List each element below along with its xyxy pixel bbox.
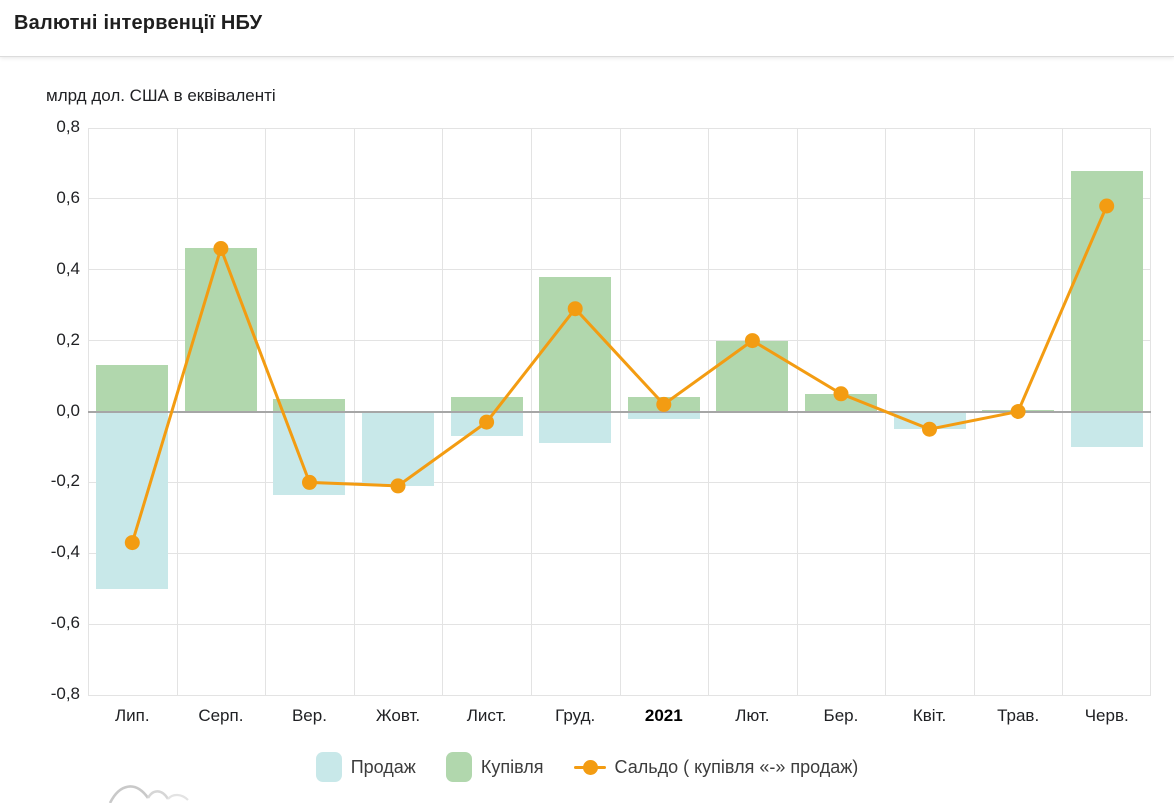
x-tick-label: Вер. [291, 706, 327, 725]
y-tick-label: -0,2 [50, 471, 80, 491]
y-tick-label: -0,4 [50, 542, 80, 562]
legend-label: Купівля [480, 756, 544, 777]
y-tick-label: 0,6 [56, 187, 80, 207]
x-tick-label: Черв. [1084, 706, 1129, 725]
legend-item-sale[interactable]: Продаж [315, 752, 416, 782]
bar-purchase[interactable] [716, 340, 789, 412]
h-gridline [88, 269, 1151, 271]
saldo-point[interactable] [479, 414, 495, 430]
bar-sale[interactable] [96, 411, 169, 589]
legend-swatch [445, 752, 472, 782]
x-tick-label: Серп. [198, 706, 244, 725]
saldo-point[interactable] [833, 386, 849, 402]
saldo-point[interactable] [656, 396, 672, 412]
y-tick-label: 0,8 [56, 117, 80, 136]
bar-purchase[interactable] [804, 393, 877, 412]
watermark-logo [108, 785, 189, 803]
bar-purchase[interactable] [96, 365, 169, 412]
x-tick-label: Лист. [466, 706, 507, 725]
x-tick-label: Бер. [823, 706, 859, 725]
y-tick-label: -0,8 [50, 684, 80, 703]
x-tick-label: Лип. [114, 706, 150, 725]
bar-sale[interactable] [1070, 411, 1143, 447]
x-tick-label: Груд. [555, 706, 596, 725]
h-gridline [88, 481, 1151, 483]
saldo-point[interactable] [744, 333, 760, 349]
legend-swatch [315, 752, 342, 782]
y-tick-label: 0,2 [56, 329, 80, 349]
bar-sale[interactable] [627, 411, 700, 419]
bar-sale[interactable] [539, 411, 612, 444]
x-tick-label: 2021 [644, 706, 683, 725]
legend-item-saldo[interactable]: Сальдо ( купівля «-» продаж) [573, 756, 859, 778]
x-tick-label: Лют. [735, 706, 770, 725]
y-tick-label: -0,6 [50, 613, 80, 633]
chart-plot-area [88, 127, 1151, 696]
h-gridline [88, 623, 1151, 625]
saldo-point[interactable] [213, 241, 229, 256]
bar-purchase[interactable] [539, 276, 612, 412]
y-tick-label: 0,0 [56, 400, 80, 420]
bar-sale[interactable] [362, 411, 435, 486]
saldo-point[interactable] [390, 478, 406, 494]
zero-line [88, 410, 1151, 413]
h-gridline [88, 198, 1151, 200]
saldo-point[interactable] [567, 301, 583, 317]
x-tick-label: Жовт. [375, 706, 421, 725]
h-gridline [88, 694, 1151, 696]
saldo-line [130, 205, 1109, 544]
legend-item-purchase[interactable]: Купівля [445, 752, 544, 782]
legend-label: Продаж [350, 756, 416, 777]
saldo-point[interactable] [1010, 404, 1026, 419]
page-title: Валютні інтервенції НБУ [14, 12, 263, 34]
saldo-point[interactable] [1099, 198, 1115, 214]
h-gridline [88, 127, 1151, 129]
x-tick-label: Трав. [997, 706, 1040, 725]
bar-purchase[interactable] [273, 399, 346, 412]
y-axis-unit-label: млрд дол. США в еквіваленті [46, 86, 276, 105]
chart-legend: Продаж Купівля Сальдо ( купівля «-» продаж… [0, 752, 1174, 782]
saldo-point[interactable] [302, 474, 317, 490]
legend-line-dot-marker [573, 759, 606, 775]
h-gridline [88, 552, 1151, 554]
saldo-point[interactable] [124, 535, 140, 551]
h-gridline [88, 340, 1151, 342]
y-tick-label: 0,4 [56, 258, 80, 278]
x-tick-label: Квіт. [912, 706, 947, 725]
legend-label: Сальдо ( купівля «-» продаж) [614, 756, 859, 777]
saldo-point[interactable] [922, 421, 937, 437]
header: Валютні інтервенції НБУ [0, 0, 1174, 57]
